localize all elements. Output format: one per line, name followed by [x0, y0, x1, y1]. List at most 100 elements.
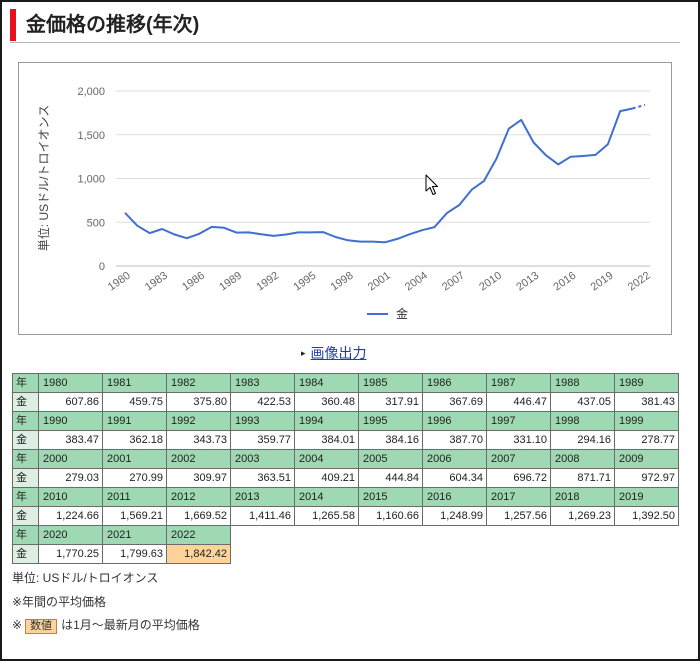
price-cell: 309.97: [166, 468, 231, 488]
price-cell: 294.16: [550, 430, 615, 450]
price-cell: 437.05: [550, 392, 615, 412]
year-cell: 1989: [614, 373, 679, 393]
price-cell: 972.97: [614, 468, 679, 488]
year-cell: 2006: [422, 449, 487, 469]
y-tick-label: 1,500: [77, 130, 105, 142]
price-cell: 359.77: [230, 430, 295, 450]
price-cell: 446.47: [486, 392, 551, 412]
year-cell: 2001: [102, 449, 167, 469]
x-tick-label: 2016: [551, 270, 578, 294]
chart-gridlines: [116, 90, 650, 267]
price-cell: 331.10: [486, 430, 551, 450]
year-row-label: 年: [12, 525, 39, 545]
year-row: 年 2010 2011 2012 2013 2014 2015 2016 2017 2018 201…: [12, 487, 679, 507]
year-cell: 1988: [550, 373, 615, 393]
x-tick-label: 2001: [366, 270, 393, 294]
x-tick-label: 1995: [291, 270, 318, 294]
price-row-label: 金: [12, 392, 39, 412]
year-cell: 2008: [550, 449, 615, 469]
price-cell: 278.77: [614, 430, 679, 450]
year-cell: 1984: [294, 373, 359, 393]
price-cell: 317.91: [358, 392, 423, 412]
note-prefix: ※: [12, 618, 23, 632]
year-cell: 1991: [102, 411, 167, 431]
price-row-label: 金: [12, 544, 39, 564]
year-cell: 2018: [550, 487, 615, 507]
price-cell: 279.03: [38, 468, 103, 488]
export-image-link[interactable]: ▸ 画像出力: [301, 344, 367, 362]
export-image-label[interactable]: 画像出力: [310, 345, 367, 361]
series-line-gold: [124, 107, 633, 244]
x-tick-label: 2007: [440, 270, 467, 294]
price-cell: 343.73: [166, 430, 231, 450]
price-cell: 360.48: [294, 392, 359, 412]
price-cell: 1,269.23: [550, 506, 615, 526]
year-cell: 1992: [166, 411, 231, 431]
price-cell: 422.53: [230, 392, 295, 412]
price-cell: 367.69: [422, 392, 487, 412]
year-cell: 1980: [38, 373, 103, 393]
y-axis-title: 単位: USドル/トロイオンス: [36, 105, 51, 251]
year-cell: 1996: [422, 411, 487, 431]
x-tick-label: 1980: [106, 270, 133, 294]
x-tick-label: 1983: [143, 270, 170, 294]
year-cell: 2020: [38, 525, 103, 545]
x-tick-label: 2019: [589, 270, 616, 294]
gold-price-line-chart: 0 500 1,000 1,500 2,000 1980 1983 1986 1989 1992…: [36, 86, 653, 321]
y-tick-label: 2,000: [77, 86, 105, 98]
year-cell: 1983: [230, 373, 295, 393]
price-cell: 375.80: [166, 392, 231, 412]
year-row: 年 2000 2001 2002 2003 2004 2005 2006 2007 2008 200…: [12, 449, 679, 469]
price-cell: 1,265.58: [294, 506, 359, 526]
note-suffix: は1月～最新月の平均価格: [61, 618, 200, 632]
year-cell: 1986: [422, 373, 487, 393]
price-cell: 1,224.66: [38, 506, 103, 526]
price-cell: 384.01: [294, 430, 359, 450]
year-cell: 2013: [230, 487, 295, 507]
year-cell: 1993: [230, 411, 295, 431]
y-axis-ticks: 0 500 1,000 1,500 2,000: [77, 86, 105, 273]
price-cell: 696.72: [486, 468, 551, 488]
year-cell: 2015: [358, 487, 423, 507]
series-line-gold-partial: [632, 103, 646, 110]
price-cell: 362.18: [102, 430, 167, 450]
annual-average-note: ※年間の平均価格: [12, 595, 107, 609]
year-cell: 2014: [294, 487, 359, 507]
price-row: 金 279.03 270.99 309.97 363.51 409.21 444.84 604…: [12, 468, 679, 488]
year-cell: 2021: [102, 525, 167, 545]
price-cell: 384.16: [358, 430, 423, 450]
year-row-label: 年: [12, 487, 39, 507]
price-cell: 871.71: [550, 468, 615, 488]
year-cell: 2019: [614, 487, 679, 507]
year-cell: 2007: [486, 449, 551, 469]
year-cell: 1990: [38, 411, 103, 431]
price-cell-partial: 1,842.42: [166, 544, 231, 564]
price-table: 年 1980 1981 1982 1983 1984 1985 1986 1987 1988 198…: [12, 373, 679, 564]
x-tick-label: 2013: [514, 270, 541, 294]
price-cell: 363.51: [230, 468, 295, 488]
year-row: 年 1980 1981 1982 1983 1984 1985 1986 1987 1988 198…: [12, 373, 679, 393]
legend-item-gold[interactable]: 金: [367, 306, 408, 321]
price-cell: 409.21: [294, 468, 359, 488]
value-badge: 数値: [25, 619, 58, 634]
y-tick-label: 1,000: [77, 174, 105, 186]
price-row: 金 1,224.66 1,569.21 1,669.52 1,411.46 1,265.5…: [12, 506, 679, 526]
year-cell: 2010: [38, 487, 103, 507]
partial-year-note: ※ 数値 は1月～最新月の平均価格: [12, 617, 200, 634]
price-cell: 607.86: [38, 392, 103, 412]
price-row-label: 金: [12, 468, 39, 488]
year-row-label: 年: [12, 373, 39, 393]
price-cell: 1,669.52: [166, 506, 231, 526]
price-cell: 1,257.56: [486, 506, 551, 526]
y-tick-label: 500: [87, 217, 105, 229]
year-cell: 2016: [422, 487, 487, 507]
year-cell: 2017: [486, 487, 551, 507]
year-cell: 2011: [102, 487, 167, 507]
x-axis-ticks: 1980 1983 1986 1989 1992 1995 1998 2001 2004 2007…: [106, 270, 653, 294]
price-cell: 383.47: [38, 430, 103, 450]
x-tick-label: 1992: [254, 270, 281, 294]
price-row: 金 1,770.25 1,799.63 1,842.42: [12, 544, 679, 564]
year-cell: 2004: [294, 449, 359, 469]
year-cell: 1987: [486, 373, 551, 393]
